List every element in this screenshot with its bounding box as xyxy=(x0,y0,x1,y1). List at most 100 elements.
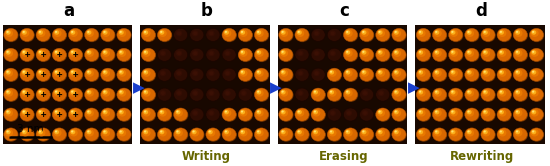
Circle shape xyxy=(483,111,486,113)
Circle shape xyxy=(416,108,431,122)
Circle shape xyxy=(531,89,538,97)
Circle shape xyxy=(254,128,268,141)
Circle shape xyxy=(330,130,332,132)
Circle shape xyxy=(87,91,90,93)
Circle shape xyxy=(238,128,252,141)
Circle shape xyxy=(314,130,316,132)
Circle shape xyxy=(85,48,98,61)
Circle shape xyxy=(481,108,496,122)
Circle shape xyxy=(465,29,480,42)
Circle shape xyxy=(161,51,165,55)
Circle shape xyxy=(449,68,463,81)
Circle shape xyxy=(360,88,373,101)
Circle shape xyxy=(531,110,536,114)
Circle shape xyxy=(327,48,342,61)
Circle shape xyxy=(434,50,439,55)
Circle shape xyxy=(434,110,439,114)
Circle shape xyxy=(481,88,496,102)
Circle shape xyxy=(22,130,27,134)
Circle shape xyxy=(450,50,455,55)
Circle shape xyxy=(361,129,369,137)
Circle shape xyxy=(377,49,385,57)
Circle shape xyxy=(327,88,342,102)
Circle shape xyxy=(532,31,534,33)
Circle shape xyxy=(224,130,229,134)
Circle shape xyxy=(311,108,325,121)
Circle shape xyxy=(239,30,248,37)
Circle shape xyxy=(20,88,35,102)
Circle shape xyxy=(52,128,67,141)
Circle shape xyxy=(312,109,321,117)
Circle shape xyxy=(53,89,62,97)
Circle shape xyxy=(282,51,284,53)
Circle shape xyxy=(419,90,423,94)
Circle shape xyxy=(394,130,399,134)
Text: Rewriting: Rewriting xyxy=(450,150,514,163)
Circle shape xyxy=(239,108,253,122)
Text: +: + xyxy=(73,110,78,119)
Circle shape xyxy=(468,31,470,33)
Circle shape xyxy=(102,49,110,57)
Circle shape xyxy=(20,69,35,82)
Circle shape xyxy=(279,49,294,62)
Circle shape xyxy=(392,88,406,101)
Circle shape xyxy=(361,50,366,55)
Circle shape xyxy=(71,31,73,33)
Circle shape xyxy=(330,91,332,93)
Circle shape xyxy=(360,108,373,121)
Circle shape xyxy=(192,110,199,116)
Circle shape xyxy=(210,51,213,55)
Circle shape xyxy=(416,29,431,42)
Circle shape xyxy=(70,69,78,77)
Circle shape xyxy=(86,50,91,55)
Circle shape xyxy=(103,110,108,114)
Circle shape xyxy=(298,31,300,33)
Circle shape xyxy=(118,89,126,97)
Circle shape xyxy=(20,108,34,121)
Circle shape xyxy=(210,111,213,115)
Circle shape xyxy=(419,110,423,114)
Circle shape xyxy=(376,128,390,141)
Circle shape xyxy=(87,71,90,73)
Circle shape xyxy=(177,32,181,35)
Circle shape xyxy=(449,48,463,61)
Circle shape xyxy=(21,69,29,77)
Circle shape xyxy=(482,109,490,117)
Circle shape xyxy=(393,30,401,37)
Circle shape xyxy=(238,28,252,42)
Circle shape xyxy=(5,49,13,57)
Circle shape xyxy=(103,130,106,132)
Circle shape xyxy=(376,69,390,82)
Circle shape xyxy=(298,91,302,95)
Circle shape xyxy=(378,31,381,33)
Circle shape xyxy=(416,108,431,121)
Circle shape xyxy=(393,89,401,97)
Circle shape xyxy=(328,69,337,77)
Circle shape xyxy=(6,110,10,114)
Circle shape xyxy=(345,70,350,75)
Circle shape xyxy=(117,108,131,122)
Circle shape xyxy=(531,69,538,77)
Circle shape xyxy=(498,69,507,77)
Circle shape xyxy=(417,129,426,137)
Circle shape xyxy=(327,128,342,142)
Circle shape xyxy=(419,70,423,75)
Circle shape xyxy=(255,69,269,82)
Circle shape xyxy=(160,110,164,114)
Circle shape xyxy=(279,128,294,142)
Circle shape xyxy=(117,49,131,62)
Circle shape xyxy=(432,108,447,121)
Circle shape xyxy=(483,51,486,53)
Circle shape xyxy=(450,89,458,97)
Circle shape xyxy=(68,48,82,61)
Circle shape xyxy=(118,129,126,137)
Circle shape xyxy=(52,29,67,42)
Circle shape xyxy=(433,69,447,82)
Circle shape xyxy=(315,51,318,55)
Circle shape xyxy=(142,49,151,57)
Circle shape xyxy=(514,129,522,137)
Circle shape xyxy=(481,88,495,101)
Circle shape xyxy=(55,71,57,73)
Circle shape xyxy=(103,70,108,75)
Circle shape xyxy=(530,108,544,122)
